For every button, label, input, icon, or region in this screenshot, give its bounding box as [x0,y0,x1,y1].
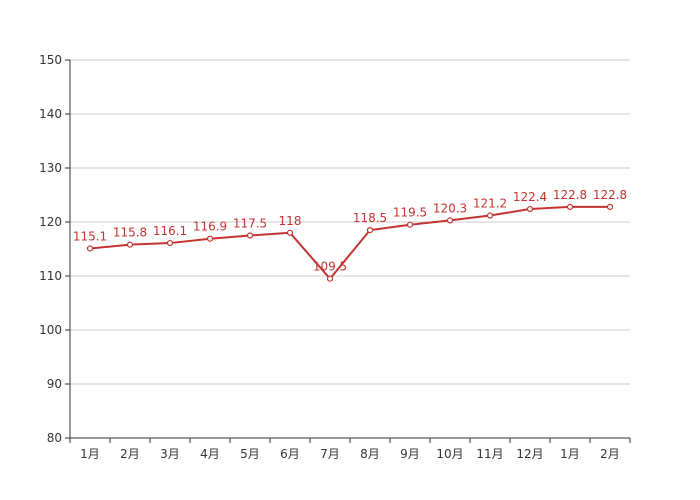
y-tick-label: 140 [39,107,62,121]
x-tick-label: 7月 [320,447,340,461]
data-label: 122.4 [513,190,547,204]
axes: 80 90 100 110 120 130 140 150 1月 2月 3月 4月 5月 6月 7月 8月 9月… [39,53,631,461]
data-point [326,275,334,282]
x-tick-label: 1月 [80,447,100,461]
y-tick-label: 90 [47,377,62,391]
data-label: 118 [279,214,302,228]
data-point [286,229,294,236]
data-label: 115.8 [113,226,147,240]
y-tick-label: 150 [39,53,62,67]
x-tick-label: 2月 [120,447,140,461]
data-point [406,221,414,228]
x-tick-label: 5月 [240,447,260,461]
x-tick-label: 1月 [560,447,580,461]
data-point [526,205,534,213]
data-point [246,232,254,239]
data-point [206,235,214,242]
data-point [606,203,614,210]
data-point [566,203,574,210]
data-point [86,245,94,252]
data-point [486,212,494,219]
data-label: 116.9 [193,220,227,234]
x-tick-label: 10月 [436,447,463,461]
gridlines [70,59,630,439]
x-tick-label: 11月 [476,447,503,461]
data-label: 117.5 [233,217,267,231]
data-label: 116.1 [153,224,187,238]
data-label: 115.1 [73,229,107,243]
x-tick-label: 6月 [280,447,300,461]
data-point [366,227,374,234]
data-labels: 115.1 115.8 116.1 116.9 117.5 118 109.5 118.5 11… [73,188,627,274]
x-tick-label: 3月 [160,447,180,461]
series-line [89,205,610,280]
x-tick-label: 12月 [516,447,543,461]
data-point [166,239,174,247]
data-label: 122.8 [593,188,627,202]
y-tick-label: 130 [39,161,62,175]
data-point [126,241,134,248]
data-label: 121.2 [473,197,507,211]
y-tick-label: 110 [39,269,62,283]
x-tick-label: 4月 [200,447,220,461]
x-tick-label: 9月 [400,447,420,461]
series [86,203,614,282]
y-tick-label: 100 [39,323,62,337]
y-tick-label: 120 [39,215,62,229]
data-label: 119.5 [393,206,427,220]
data-point [446,217,454,224]
data-label: 118.5 [353,211,387,225]
data-label: 122.8 [553,188,587,202]
x-tick-label: 2月 [600,447,620,461]
y-tick-label: 80 [47,431,62,445]
x-tick-label: 8月 [360,447,380,461]
data-label: 120.3 [433,201,467,215]
data-label: 109.5 [313,260,347,274]
